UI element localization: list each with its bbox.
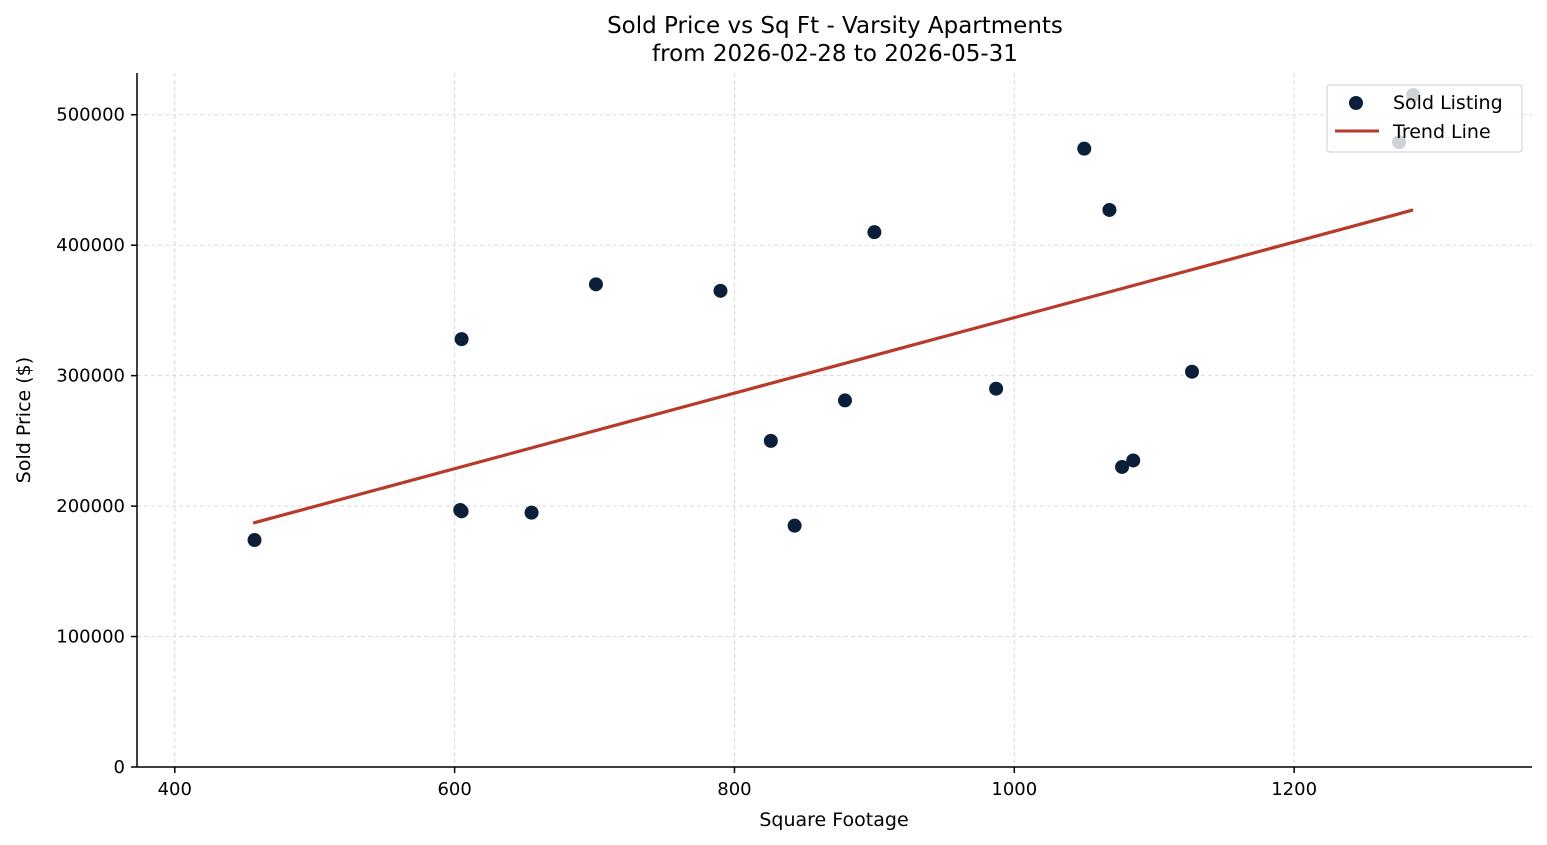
x-tick-label: 800 [717,779,751,800]
x-tick-label: 1000 [991,779,1037,800]
y-axis-label: Sold Price ($) [13,357,35,483]
x-tick-label: 400 [158,779,192,800]
x-ticks: 400 600 800 1000 1200 [158,767,1317,800]
scatter-point [1126,453,1141,468]
scatter-point [524,505,539,520]
scatter-point [763,433,778,448]
legend-label-sold-listing: Sold Listing [1393,92,1503,114]
scatter-point [1077,141,1092,156]
y-ticks: 0 100000 200000 300000 400000 500000 [56,105,137,778]
y-tick-label: 200000 [56,496,125,517]
x-tick-label: 600 [437,779,471,800]
y-tick-label: 400000 [56,235,125,256]
scatter-point [837,393,852,408]
y-tick-label: 500000 [56,105,125,126]
y-tick-label: 300000 [56,366,125,387]
legend: Sold Listing Trend Line [1326,84,1523,153]
scatter-point [454,332,469,347]
trend-line [252,208,1414,525]
grid [137,73,1532,767]
scatter-point [713,283,728,298]
scatter-point [247,533,262,548]
legend-box [1326,84,1523,153]
x-axis-label: Square Footage [759,809,908,831]
legend-marker-sold-listing [1349,96,1363,110]
y-tick-label: 0 [114,757,125,778]
scatter-point [989,381,1004,396]
y-tick-label: 100000 [56,627,125,648]
scatter-point [787,518,802,533]
scatter-point [588,277,603,292]
scatter-point [1102,202,1117,217]
scatter-point [454,504,469,519]
scatter-point [867,225,882,240]
legend-label-trend-line: Trend Line [1392,121,1491,143]
axes [136,73,1532,768]
chart-title-line2: from 2026-02-28 to 2026-05-31 [652,41,1018,67]
scatter-point [1184,364,1199,379]
trend-line-layer [252,208,1414,525]
x-tick-label: 1200 [1271,779,1317,800]
scatter-point [1115,459,1130,474]
chart-title-line1: Sold Price vs Sq Ft - Varsity Apartments [607,13,1063,39]
